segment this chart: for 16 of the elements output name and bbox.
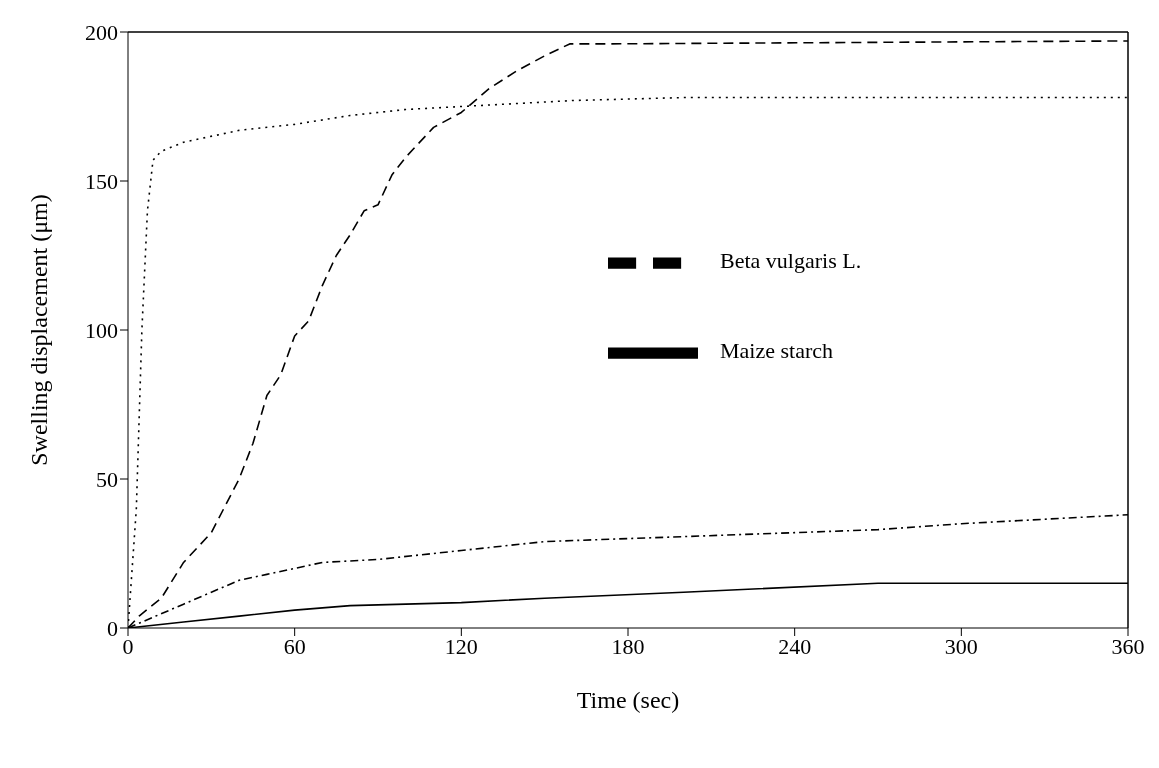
x-tick-label: 180: [611, 633, 645, 659]
x-axis-title: Time (sec): [576, 687, 680, 713]
x-tick-label: 0: [122, 633, 134, 659]
x-tick-label: 60: [283, 633, 306, 659]
y-tick-label: 200: [85, 19, 118, 45]
y-tick-label: 100: [85, 317, 118, 343]
y-tick-label: 50: [96, 466, 118, 492]
x-tick-label: 300: [944, 633, 978, 659]
y-tick-label: 0: [107, 615, 118, 641]
x-tick-label: 120: [444, 633, 478, 659]
legend-label: Beta vulgaris L.: [720, 248, 862, 274]
legend-label: Maize starch: [720, 338, 833, 364]
x-tick-label: 360: [1111, 633, 1145, 659]
y-axis-title: Swelling displacement (μm): [25, 194, 52, 466]
x-tick-label: 240: [778, 633, 812, 659]
y-tick-label: 150: [85, 168, 118, 194]
